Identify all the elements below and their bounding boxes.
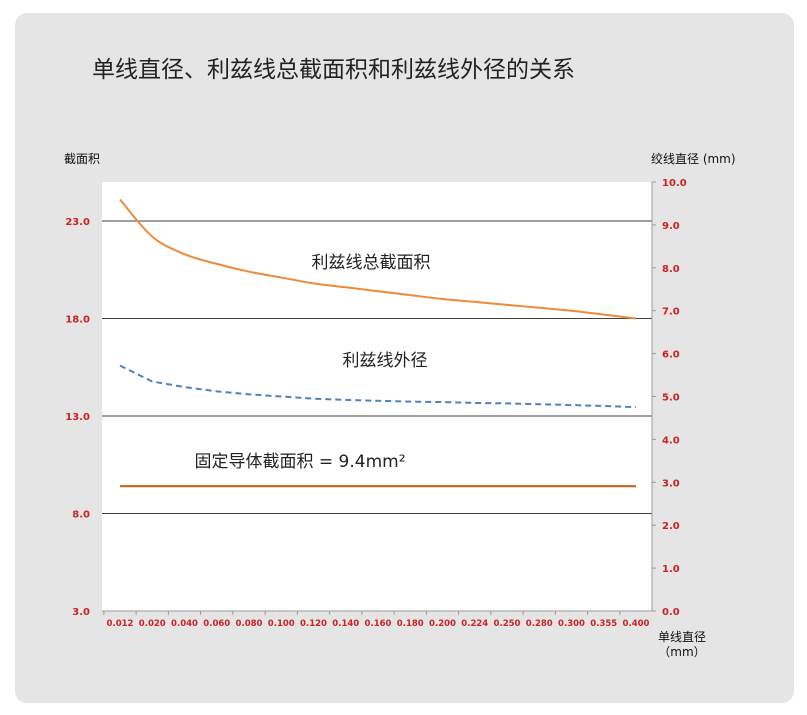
x-tick-label: 0.300 <box>558 619 585 629</box>
series-line-2 <box>119 364 637 409</box>
x-tick-label: 0.140 <box>332 619 359 629</box>
x-tick-label: 0.160 <box>365 619 392 629</box>
left-axis-ticks: 3.0 8.0 13.0 18.0 23.0 <box>65 217 90 618</box>
x-tick-label: 0.060 <box>203 619 230 629</box>
chart-title: 单线直径、利兹线总截面积和利兹线外径的关系 <box>92 57 575 83</box>
left-tick-label: 8.0 <box>72 510 90 521</box>
plot-area <box>102 182 652 611</box>
series-label-3: 固定导体截面积 = 9.4mm² <box>194 452 405 472</box>
series-label-2: 利兹线外径 <box>343 351 428 371</box>
right-axis-ticks: 0.0 1.0 2.0 3.0 4.0 5.0 6.0 7.0 8.0 9.0 10.0 <box>652 178 687 618</box>
x-tick-label: 0.120 <box>300 619 327 629</box>
series-lines <box>119 198 637 488</box>
left-tick-label: 23.0 <box>65 217 90 228</box>
right-axis-title: 绞线直径 (mm) <box>651 152 736 166</box>
x-tick-label: 0.100 <box>268 619 295 629</box>
right-tick-label: 2.0 <box>662 521 680 532</box>
x-axis-title-line2: （mm） <box>658 645 706 659</box>
right-tick-label: 6.0 <box>662 350 680 361</box>
x-tick-label: 0.012 <box>107 619 134 629</box>
x-tick-label: 0.280 <box>526 619 553 629</box>
x-axis-ticks: 0.012 0.020 0.040 0.060 0.080 0.100 0.120 0.140… <box>103 611 650 629</box>
right-tick-label: 9.0 <box>662 221 680 232</box>
x-tick-label: 0.250 <box>494 619 521 629</box>
x-tick-label: 0.200 <box>429 619 456 629</box>
x-tick-label: 0.020 <box>139 619 166 629</box>
series-label-1: 利兹线总截面积 <box>312 253 431 273</box>
left-tick-label: 13.0 <box>65 412 90 423</box>
series-line-1 <box>119 198 637 320</box>
right-tick-label: 10.0 <box>662 178 687 189</box>
left-tick-label: 3.0 <box>72 607 90 618</box>
x-tick-label: 0.400 <box>623 619 650 629</box>
left-tick-label: 18.0 <box>65 315 90 326</box>
x-tick-label: 0.180 <box>397 619 424 629</box>
right-tick-label: 1.0 <box>662 564 680 575</box>
right-tick-label: 8.0 <box>662 264 680 275</box>
right-tick-label: 4.0 <box>662 435 680 446</box>
right-tick-label: 5.0 <box>662 393 680 404</box>
x-tick-label: 0.040 <box>171 619 198 629</box>
x-axis-title-line1: 单线直径 <box>657 630 706 644</box>
x-tick-label: 0.224 <box>461 619 488 629</box>
right-tick-label: 0.0 <box>662 607 680 618</box>
x-axis-title: 单线直径 （mm） <box>640 630 724 660</box>
left-axis-title: 截面积 <box>64 152 101 166</box>
right-tick-label: 7.0 <box>662 307 680 318</box>
x-tick-label: 0.080 <box>236 619 263 629</box>
right-tick-label: 3.0 <box>662 478 680 489</box>
x-tick-label: 0.355 <box>590 619 617 629</box>
